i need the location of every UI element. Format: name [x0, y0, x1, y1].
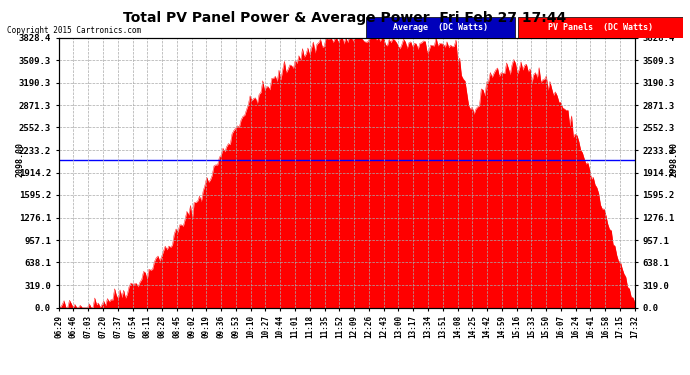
Bar: [518, 17, 683, 38]
Text: 2098.00: 2098.00: [669, 142, 678, 177]
Text: PV Panels  (DC Watts): PV Panels (DC Watts): [548, 22, 653, 32]
Text: Average  (DC Watts): Average (DC Watts): [393, 22, 488, 32]
Text: 2098.00: 2098.00: [15, 142, 24, 177]
Text: Total PV Panel Power & Average Power  Fri Feb 27 17:44: Total PV Panel Power & Average Power Fri…: [124, 11, 566, 25]
Text: Copyright 2015 Cartronics.com: Copyright 2015 Cartronics.com: [7, 26, 141, 35]
Bar: [366, 17, 515, 38]
